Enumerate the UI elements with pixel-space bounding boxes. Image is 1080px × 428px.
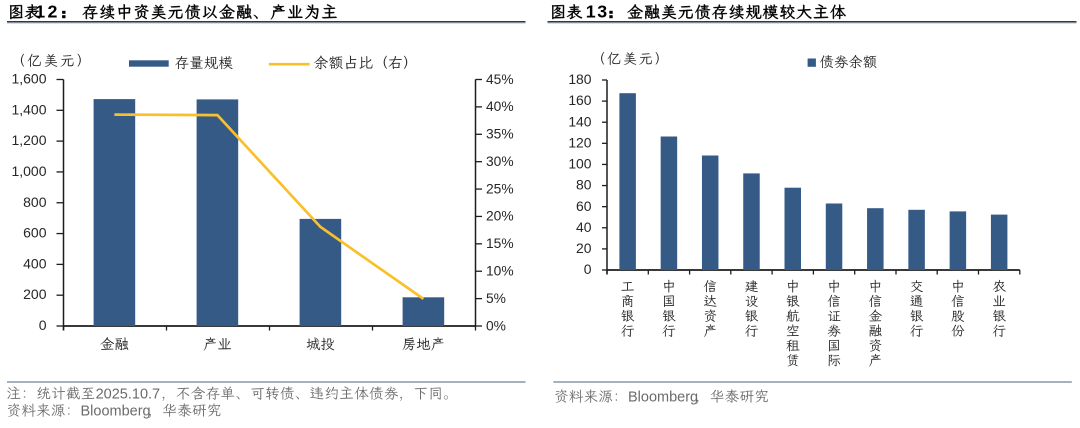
svg-text:20%: 20% [486, 209, 514, 224]
svg-text:25%: 25% [486, 181, 514, 196]
svg-text:1: 1 [35, 1, 45, 21]
svg-text:0: 0 [39, 317, 47, 333]
svg-text:1,000: 1,000 [11, 163, 46, 179]
svg-text:2: 2 [48, 1, 58, 21]
svg-text:800: 800 [23, 194, 47, 210]
svg-text:40: 40 [576, 219, 592, 235]
svg-text:40%: 40% [486, 99, 514, 114]
svg-text:Bloomberg: Bloomberg [81, 403, 151, 419]
svg-text:1: 1 [586, 1, 596, 21]
svg-text:120: 120 [568, 134, 591, 150]
svg-text:1,600: 1,600 [11, 71, 46, 87]
svg-text:80: 80 [576, 177, 592, 193]
svg-text:15%: 15% [486, 236, 514, 251]
svg-text:60: 60 [576, 198, 592, 214]
svg-text:180: 180 [568, 71, 591, 87]
svg-text:20: 20 [576, 240, 592, 256]
svg-text:0%: 0% [486, 318, 506, 333]
svg-text:10%: 10% [486, 264, 514, 279]
svg-text:160: 160 [568, 92, 591, 108]
svg-text:1,200: 1,200 [11, 132, 46, 148]
svg-text:100: 100 [568, 156, 591, 172]
svg-text:600: 600 [23, 225, 47, 241]
svg-text:3: 3 [597, 1, 607, 21]
svg-text:0: 0 [584, 261, 592, 277]
svg-text:140: 140 [568, 113, 591, 129]
svg-text:30%: 30% [486, 154, 514, 169]
svg-text:400: 400 [23, 255, 47, 271]
svg-text:200: 200 [23, 286, 47, 302]
svg-text:35%: 35% [486, 127, 514, 142]
svg-text:1,400: 1,400 [11, 101, 46, 117]
svg-text:2025.10.7: 2025.10.7 [96, 386, 161, 402]
svg-text:5%: 5% [486, 291, 506, 306]
svg-text:Bloomberg: Bloomberg [628, 389, 698, 405]
svg-text:45%: 45% [486, 72, 514, 87]
